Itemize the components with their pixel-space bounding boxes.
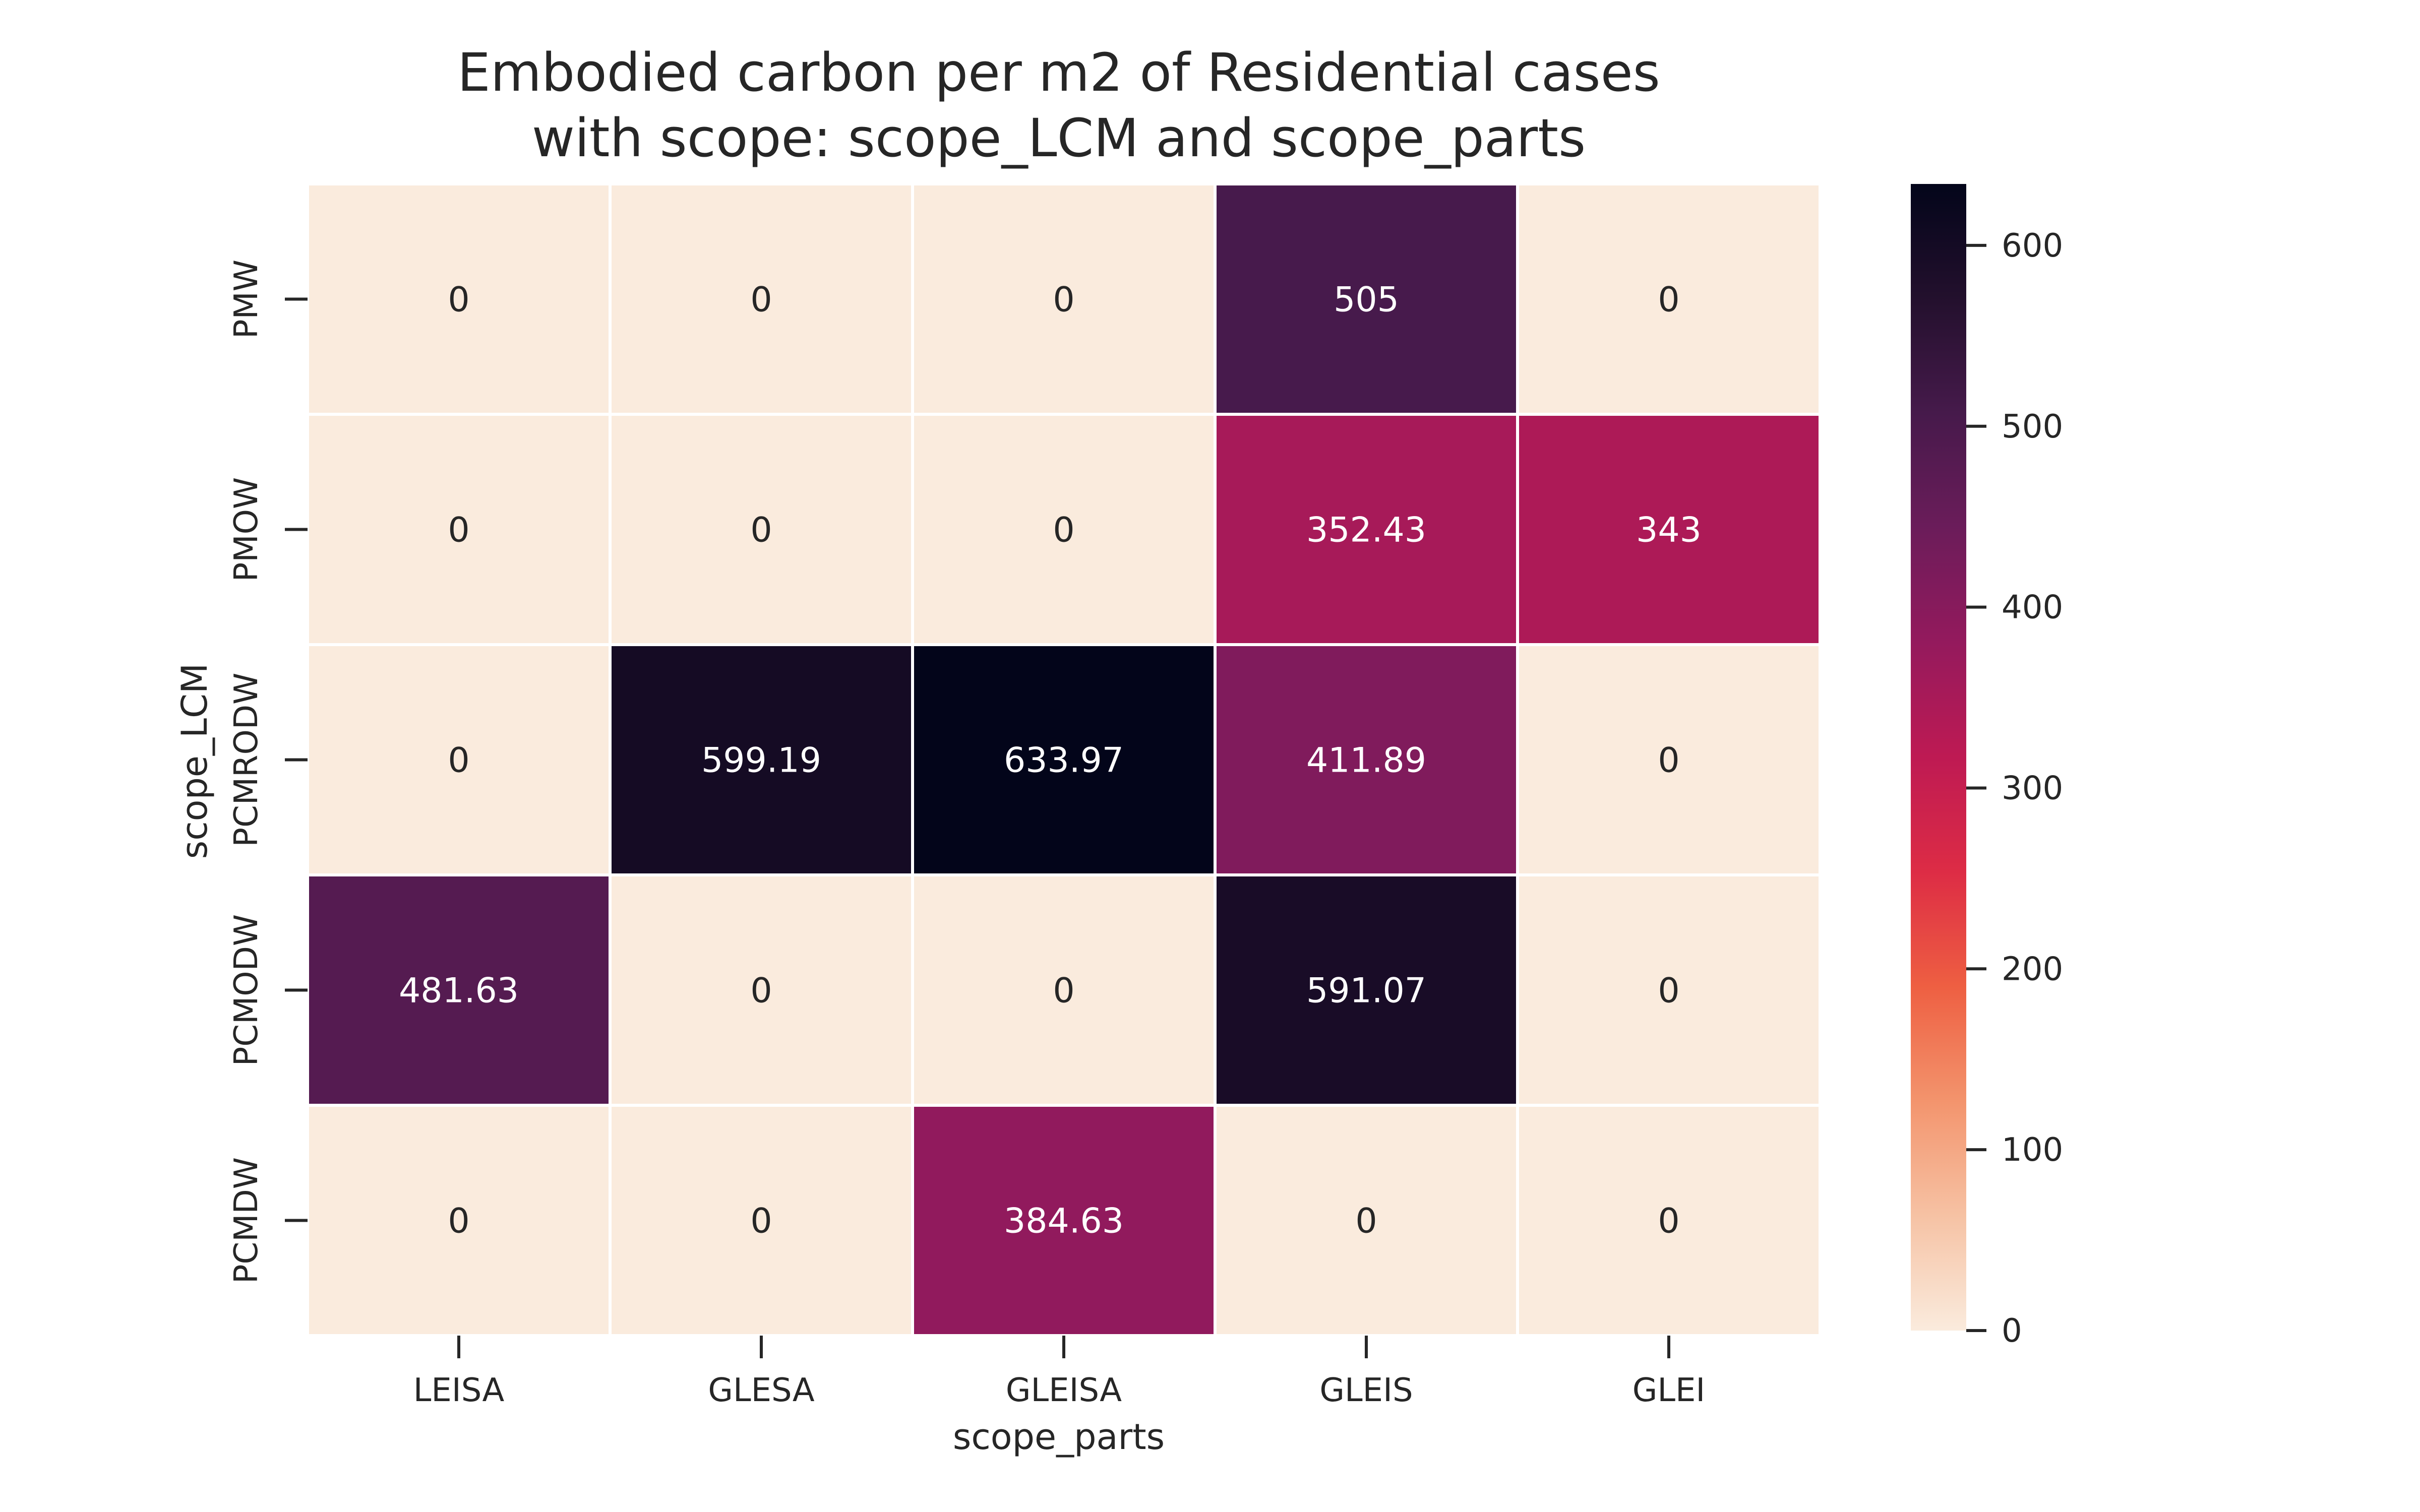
chart-title-line-1: Embodied carbon per m2 of Residential ca… [457, 42, 1660, 103]
y-tick-label: PCMDW [228, 1157, 265, 1284]
x-axis-ticks: LEISA GLESA GLEISA GLEIS GLEI [413, 1336, 1706, 1409]
x-tick-label: GLESA [708, 1372, 815, 1409]
heatmap-cells: 0 0 0 505 0 0 0 0 352.43 343 0 599.19 633.97 411.89 0 4… [306, 182, 1822, 1337]
cell-value-label: 0 [750, 280, 772, 320]
cell-value-label: 0 [1658, 971, 1679, 1011]
heatmap-cell [911, 643, 1217, 876]
colorbar: 0 100 200 300 400 500 600 [1911, 184, 2063, 1350]
heatmap-cell [306, 182, 612, 416]
heatmap-cell [609, 182, 914, 416]
colorbar-tick-label: 0 [2002, 1312, 2022, 1350]
cell-value-label: 505 [1334, 280, 1399, 320]
heatmap-cell [1516, 873, 1822, 1107]
cell-value-label: 343 [1636, 511, 1702, 550]
cell-value-label: 0 [750, 1202, 772, 1241]
colorbar-tick-label: 300 [2002, 770, 2063, 807]
cell-value-label: 0 [750, 511, 772, 550]
cell-value-label: 591.07 [1306, 971, 1426, 1011]
x-tick-label: GLEIS [1319, 1372, 1413, 1409]
x-tick-label: LEISA [413, 1372, 505, 1409]
heatmap-cell [1516, 643, 1822, 876]
heatmap-cell [1214, 182, 1519, 416]
cell-value-label: 0 [1053, 511, 1074, 550]
heatmap-cell [1516, 182, 1822, 416]
heatmap-cell [1516, 413, 1822, 646]
cell-value-label: 0 [1053, 971, 1074, 1011]
cell-value-label: 411.89 [1306, 741, 1426, 781]
heatmap-cell [1214, 643, 1519, 876]
heatmap-cell [911, 1104, 1217, 1337]
cell-value-label: 0 [1658, 1202, 1679, 1241]
heatmap-cell [306, 1104, 612, 1337]
heatmap-cell [911, 182, 1217, 416]
cell-value-label: 0 [448, 741, 469, 781]
colorbar-ticks: 0 100 200 300 400 500 600 [1966, 227, 2063, 1350]
heatmap-cell [911, 873, 1217, 1107]
x-tick-label: GLEI [1632, 1372, 1706, 1409]
cell-value-label: 384.63 [1004, 1202, 1124, 1241]
cell-value-label: 0 [750, 971, 772, 1011]
colorbar-tick-label: 100 [2002, 1131, 2063, 1169]
x-tick-label: GLEISA [1006, 1372, 1122, 1409]
heatmap-cell [306, 413, 612, 646]
heatmap-cell [1516, 1104, 1822, 1337]
heatmap-cell [609, 643, 914, 876]
y-tick-label: PCMRODW [228, 673, 265, 847]
heatmap-cell [911, 413, 1217, 646]
cell-value-label: 0 [1355, 1202, 1377, 1241]
cell-value-label: 0 [1053, 280, 1074, 320]
y-axis-ticks: PMW PMOW PCMRODW PCMODW PCMDW [228, 260, 308, 1284]
chart-title-line-2: with scope: scope_LCM and scope_parts [532, 107, 1586, 169]
colorbar-tick-label: 400 [2002, 589, 2063, 626]
colorbar-tick-label: 200 [2002, 951, 2063, 988]
cell-value-label: 352.43 [1306, 511, 1426, 550]
x-axis-label: scope_parts [953, 1416, 1165, 1458]
cell-value-label: 0 [448, 511, 469, 550]
cell-value-label: 0 [448, 1202, 469, 1241]
colorbar-tick-label: 600 [2002, 227, 2063, 265]
colorbar-tick-label: 500 [2002, 408, 2063, 446]
cell-value-label: 633.97 [1004, 741, 1124, 781]
y-tick-label: PMW [228, 260, 265, 339]
cell-value-label: 599.19 [701, 741, 821, 781]
cell-value-label: 0 [1658, 280, 1679, 320]
cell-value-label: 481.63 [399, 971, 519, 1011]
colorbar-gradient [1911, 184, 1966, 1331]
y-axis-label: scope_LCM [174, 663, 215, 859]
cell-value-label: 0 [448, 280, 469, 320]
heatmap-cell [1214, 873, 1519, 1107]
y-tick-label: PCMODW [228, 914, 265, 1066]
heatmap-cell [609, 873, 914, 1107]
heatmap-cell [609, 1104, 914, 1337]
y-tick-label: PMOW [228, 477, 265, 582]
cell-value-label: 0 [1658, 741, 1679, 781]
